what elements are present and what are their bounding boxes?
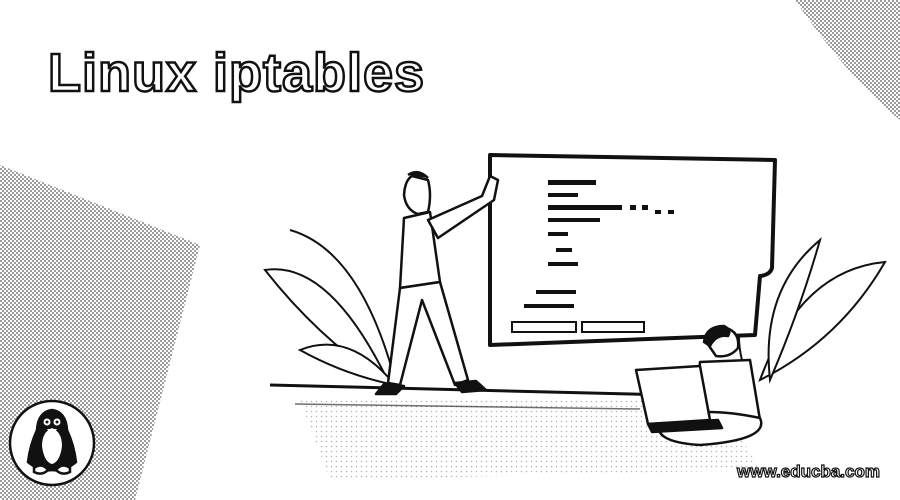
bg-dotted-shape-topright — [795, 0, 900, 120]
bg-floor-reflection — [300, 400, 760, 480]
penguin-icon — [8, 399, 96, 487]
person-with-laptop-icon — [634, 324, 763, 447]
leaves-left-icon — [263, 229, 398, 388]
page-title: Linux iptables — [47, 42, 426, 105]
ground-line — [269, 383, 711, 398]
presenter-icon — [374, 170, 500, 396]
site-url: www.educba.com — [736, 461, 880, 481]
whiteboard-icon — [488, 153, 777, 347]
